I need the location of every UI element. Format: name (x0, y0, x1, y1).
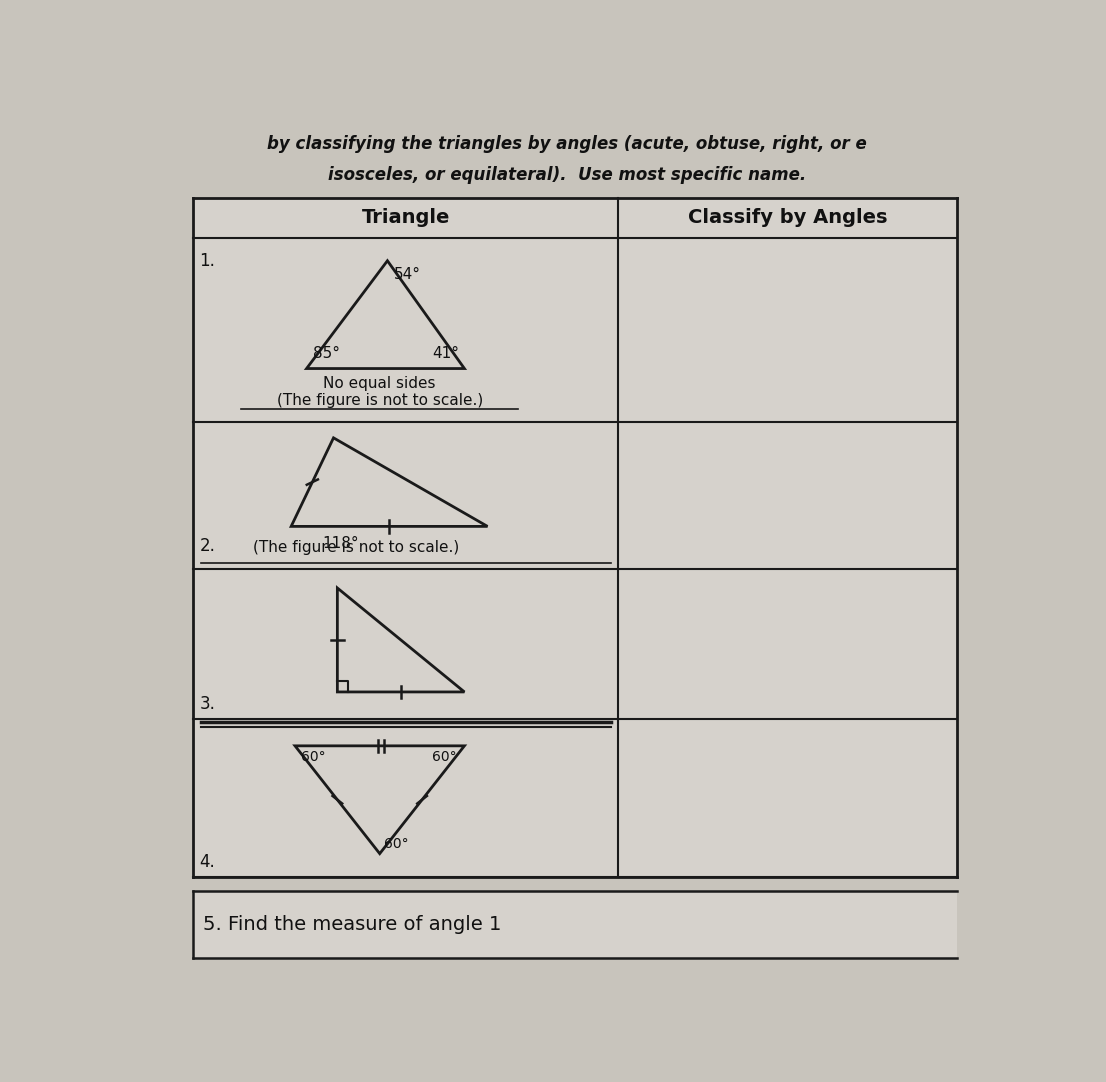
Text: 118°: 118° (322, 536, 358, 551)
Text: No equal sides: No equal sides (323, 377, 436, 392)
Polygon shape (194, 890, 957, 958)
Polygon shape (194, 569, 957, 718)
Text: Triangle: Triangle (362, 208, 450, 227)
Text: (The figure is not to scale.): (The figure is not to scale.) (253, 540, 460, 555)
Text: 2.: 2. (199, 537, 216, 555)
Text: 5. Find the measure of angle 1: 5. Find the measure of angle 1 (202, 914, 501, 934)
Text: 3.: 3. (199, 695, 216, 713)
Text: 60°: 60° (384, 836, 408, 850)
Text: 60°: 60° (301, 751, 326, 765)
Text: 4.: 4. (199, 853, 216, 871)
Text: 54°: 54° (394, 267, 420, 282)
Polygon shape (194, 422, 957, 569)
Text: isosceles, or equilateral).  Use most specific name.: isosceles, or equilateral). Use most spe… (327, 166, 806, 184)
Polygon shape (194, 718, 957, 876)
Polygon shape (194, 198, 957, 238)
Text: Classify by Angles: Classify by Angles (688, 208, 887, 227)
Text: 60°: 60° (432, 751, 457, 765)
Text: 41°: 41° (432, 346, 459, 360)
Text: 1.: 1. (199, 251, 216, 269)
Text: by classifying the triangles by angles (acute, obtuse, right, or e: by classifying the triangles by angles (… (267, 134, 867, 153)
Polygon shape (194, 238, 957, 422)
Text: (The figure is not to scale.): (The figure is not to scale.) (276, 394, 483, 408)
Text: 85°: 85° (313, 346, 340, 360)
